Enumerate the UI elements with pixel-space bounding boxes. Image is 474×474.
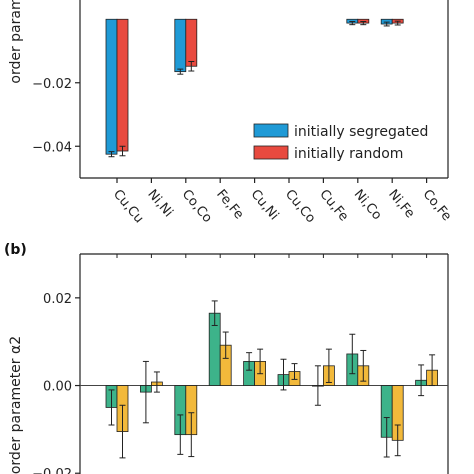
bar [174, 18, 187, 73]
legend-swatch [253, 123, 289, 138]
x-tick-label: Co,Co [179, 187, 215, 226]
y-tick-label: −0.02 [32, 77, 72, 92]
y-axis-label: order param [8, 0, 24, 84]
x-tick-label: Fe,Fe [213, 187, 246, 222]
panel-label: (b) [4, 242, 27, 258]
y-tick-label: 0.00 [43, 380, 72, 395]
y-tick-label: 0.02 [43, 292, 72, 307]
x-tick-label: Ni,Ni [144, 187, 175, 220]
x-tick-label: Cu,Ni [248, 187, 282, 223]
legend-label: initially random [294, 146, 403, 162]
y-tick-label: −0.04 [32, 140, 72, 155]
x-tick-label: Cu,Cu [110, 187, 146, 226]
x-tick-label: Ni,Co [351, 187, 385, 223]
bar [185, 18, 198, 67]
y-axis-label: order parameter α2 [8, 336, 24, 474]
bar [116, 18, 129, 152]
x-tick-label: Co,Fe [420, 187, 455, 224]
x-tick-label: Cu,Fe [316, 187, 351, 224]
bar [105, 18, 118, 155]
x-tick-label: Cu,Co [282, 187, 318, 226]
legend-swatch [253, 145, 289, 160]
y-tick-label: −0.02 [32, 467, 72, 474]
x-tick-label: Ni,Fe [385, 187, 417, 221]
legend-label: initially segregated [294, 124, 428, 140]
